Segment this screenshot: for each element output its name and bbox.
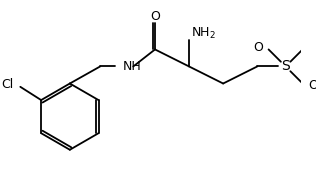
Text: O: O — [150, 10, 160, 23]
Text: O: O — [253, 41, 263, 54]
Text: Cl: Cl — [2, 78, 14, 91]
Text: NH$_2$: NH$_2$ — [191, 26, 216, 41]
Text: O: O — [308, 79, 316, 92]
Text: NH: NH — [123, 60, 142, 73]
Text: S: S — [281, 59, 290, 73]
